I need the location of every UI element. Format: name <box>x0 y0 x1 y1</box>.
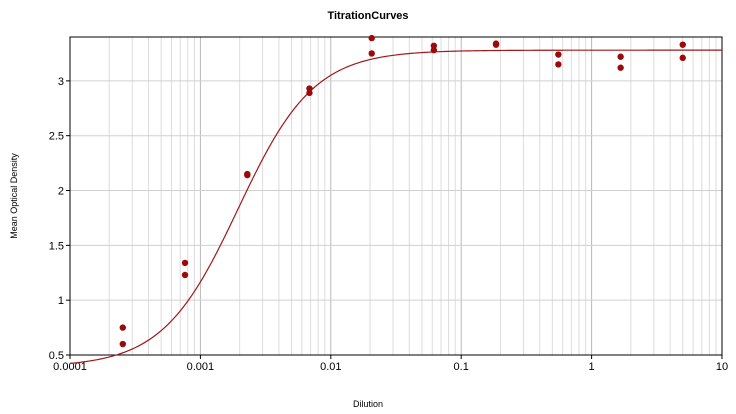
x-axis: 0.0001 0.001 0.01 0.1 1 10 <box>53 355 728 373</box>
y-tick-label: 1.5 <box>49 240 64 252</box>
data-point <box>679 41 686 48</box>
data-point <box>679 54 686 62</box>
chart-title: TitrationCurves <box>327 10 408 22</box>
y-tick-label: 3 <box>58 76 64 88</box>
fit-curve <box>69 49 722 365</box>
x-tick-label: 10 <box>716 361 728 373</box>
y-axis-label: Mean Optical Density <box>9 153 19 239</box>
data-point <box>306 89 313 97</box>
data-point <box>244 171 251 179</box>
data-point <box>492 41 500 48</box>
data-point <box>555 61 562 68</box>
x-tick-label: 0.01 <box>320 361 341 373</box>
x-tick-label: 1 <box>589 361 595 373</box>
x-axis-label: Dilution <box>353 399 383 409</box>
y-tick-label: 2 <box>58 186 64 198</box>
data-point <box>368 50 375 57</box>
y-tick-label: 1 <box>58 295 64 307</box>
data-point <box>119 340 126 348</box>
y-tick-label: 0.5 <box>49 350 64 362</box>
data-point <box>430 42 438 49</box>
data-point <box>181 259 189 267</box>
grid <box>69 37 722 356</box>
data-point <box>306 85 313 92</box>
data-point <box>368 34 375 42</box>
y-axis: 0.5 1 1.5 2 2.5 3 <box>49 76 70 362</box>
x-tick-label: 0.0001 <box>53 361 87 373</box>
data-points <box>119 34 686 348</box>
plot-area <box>69 36 723 356</box>
y-tick-label: 2.5 <box>49 131 64 143</box>
data-point <box>430 46 438 54</box>
data-point <box>181 271 189 279</box>
data-point <box>119 324 126 331</box>
x-tick-label: 0.1 <box>454 361 469 373</box>
data-point <box>617 53 624 60</box>
data-point <box>555 51 562 58</box>
data-point <box>617 64 624 71</box>
x-tick-label: 0.001 <box>187 361 215 373</box>
